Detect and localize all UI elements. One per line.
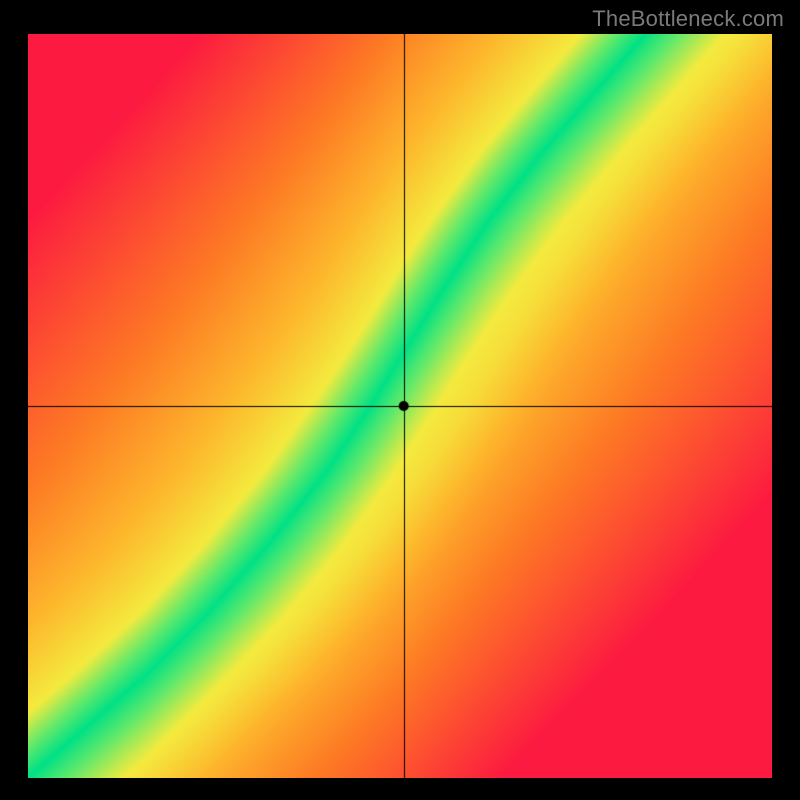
heatmap-canvas <box>28 34 772 778</box>
heatmap-chart <box>28 34 772 778</box>
watermark-text: TheBottleneck.com <box>592 6 784 32</box>
